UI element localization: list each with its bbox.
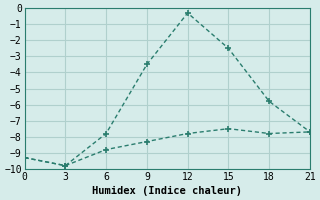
X-axis label: Humidex (Indice chaleur): Humidex (Indice chaleur) — [92, 186, 242, 196]
